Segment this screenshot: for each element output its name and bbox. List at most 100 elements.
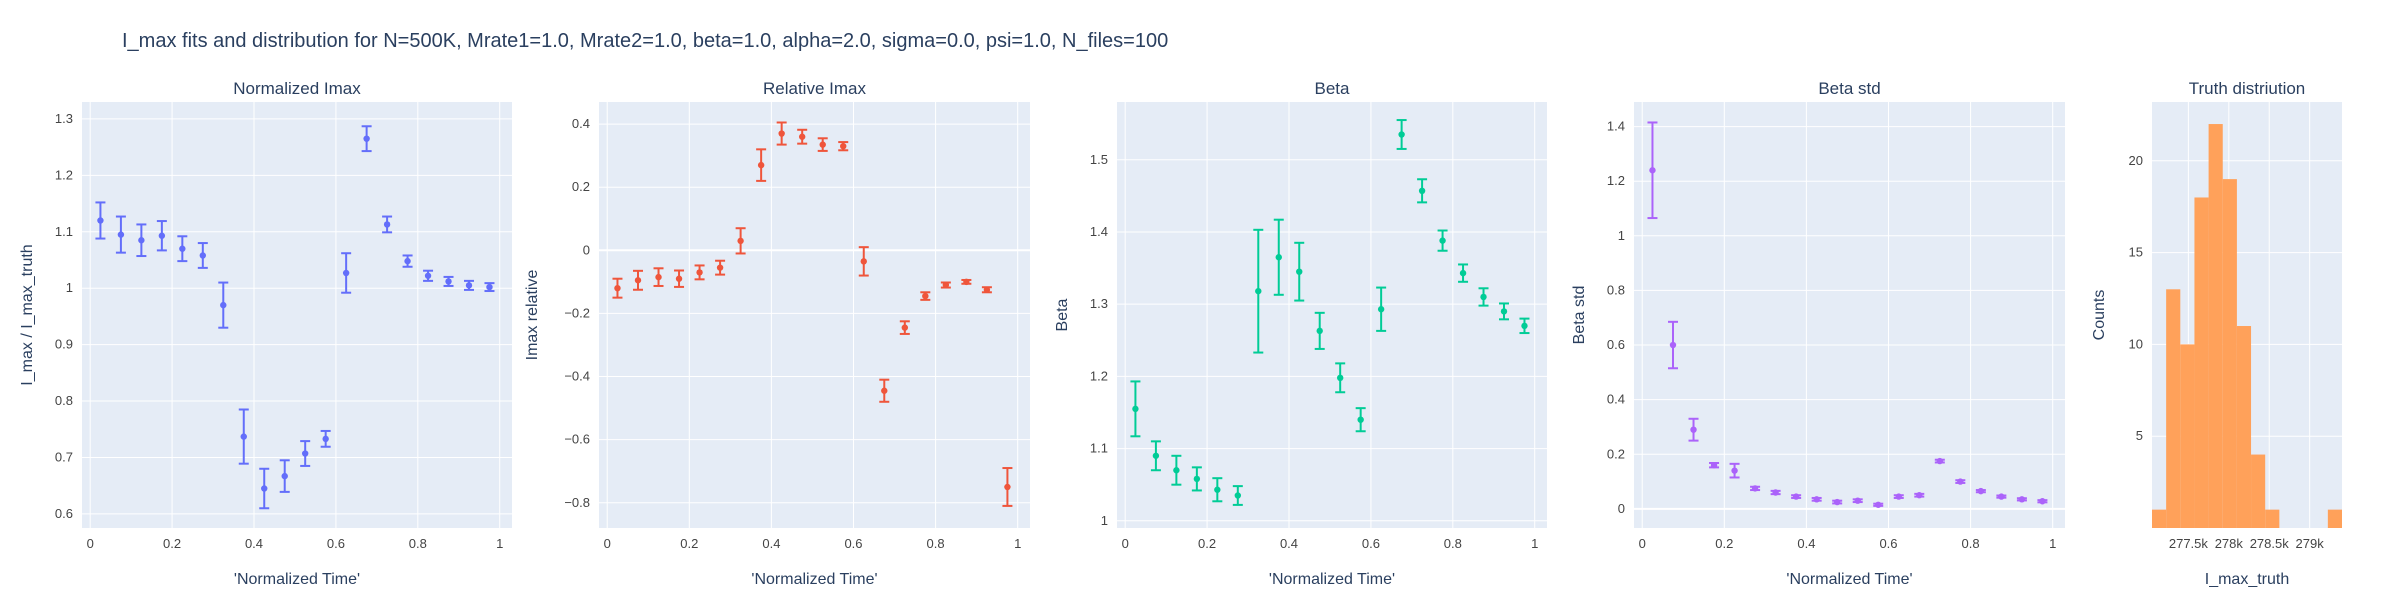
- y-tick-label: 1: [1618, 228, 1625, 243]
- panel-title: Truth distriution: [2189, 79, 2306, 98]
- data-point: [1854, 497, 1861, 504]
- plot-background: [1634, 102, 2065, 528]
- y-tick-label: 10: [2129, 336, 2143, 351]
- data-point: [445, 278, 452, 285]
- x-tick-label: 0: [1122, 536, 1129, 551]
- x-tick-label: 1: [1014, 536, 1021, 551]
- x-tick-label: 0: [87, 536, 94, 551]
- data-point: [424, 272, 432, 279]
- plot-background: [599, 102, 1030, 528]
- y-tick-label: 1.2: [1607, 173, 1625, 188]
- data-point: [301, 450, 309, 457]
- data-point: [1649, 167, 1656, 174]
- x-tick-label: 0.4: [245, 536, 263, 551]
- data-point: [1500, 308, 1508, 315]
- data-point: [1998, 493, 2005, 500]
- y-tick-label: 1.3: [55, 111, 73, 126]
- y-tick-label: 1.2: [55, 167, 73, 182]
- y-tick-label: 0: [1618, 501, 1625, 516]
- x-axis-title: 'Normalized Time': [751, 571, 877, 588]
- y-tick-label: 0.4: [1607, 392, 1625, 407]
- chart-panel-2: 0 0.2 0.4 0.6 0.8 1 −0.8 −0.6 −0.4 −0.2 0 0.2 0.4 Rel…: [524, 79, 1030, 588]
- data-point: [1813, 496, 1820, 503]
- data-point: [942, 281, 950, 289]
- x-tick-label: 0.8: [1962, 536, 1980, 551]
- data-point: [696, 269, 703, 276]
- y-tick-label: 20: [2129, 153, 2143, 168]
- y-tick-label: 0.2: [572, 179, 590, 194]
- x-axis-title: 'Normalized Time': [1269, 571, 1395, 588]
- data-point: [983, 286, 991, 293]
- data-point: [1132, 405, 1139, 413]
- x-tick-label: 278.5k: [2250, 536, 2290, 551]
- chart-panel-4: 0 0.2 0.4 0.6 0.8 1 0 0.2 0.4 0.6 0.8 1 1.2 1.4 Beta s…: [1571, 79, 2065, 588]
- data-point: [383, 221, 391, 228]
- y-tick-label: 0.7: [55, 449, 73, 464]
- y-axis-title: Imax relative: [524, 270, 541, 361]
- x-tick-label: 0.6: [1879, 536, 1897, 551]
- figure-title: I_max fits and distribution for N=500K, …: [122, 30, 1169, 52]
- x-tick-label: 0.6: [844, 536, 862, 551]
- x-tick-label: 0.4: [1797, 536, 1815, 551]
- y-tick-label: 0: [583, 242, 590, 257]
- data-point: [798, 133, 806, 140]
- x-tick-label: 1: [1531, 536, 1538, 551]
- histogram-bar: [2327, 509, 2342, 528]
- chart-panel-1: 0 0.2 0.4 0.6 0.8 1 0.6 0.7 0.8 0.9 1 1.1 1.2 1.3 Norm…: [19, 79, 512, 588]
- data-point: [1521, 322, 1528, 330]
- y-tick-label: 1.1: [55, 224, 73, 239]
- y-tick-label: −0.2: [564, 305, 590, 320]
- data-point: [1336, 374, 1344, 382]
- panel-title: Beta std: [1818, 79, 1880, 98]
- data-point: [1977, 487, 1985, 495]
- data-point: [1936, 457, 1944, 465]
- data-point: [220, 301, 227, 309]
- data-point: [179, 245, 186, 252]
- data-point: [2018, 496, 2026, 503]
- data-point: [1459, 269, 1467, 277]
- y-axis-title: Beta: [1054, 298, 1071, 331]
- y-tick-label: 1.4: [1607, 119, 1625, 134]
- x-tick-label: 0.6: [327, 536, 345, 551]
- y-tick-label: 5: [2136, 428, 2143, 443]
- data-point: [1751, 485, 1759, 492]
- data-point: [158, 232, 166, 239]
- data-point: [901, 324, 909, 331]
- data-point: [240, 433, 247, 440]
- x-tick-label: 278k: [2215, 536, 2244, 551]
- y-axis-title: I_max / I_max_truth: [19, 244, 36, 385]
- data-point: [97, 217, 104, 224]
- data-point: [1875, 501, 1882, 508]
- histogram-bar: [2152, 509, 2167, 528]
- x-tick-label: 0.8: [927, 536, 945, 551]
- y-tick-label: 0.8: [55, 393, 73, 408]
- x-axis-title: 'Normalized Time': [1786, 571, 1912, 588]
- data-point: [1234, 492, 1242, 499]
- data-point: [322, 435, 329, 443]
- x-tick-label: 0.4: [762, 536, 780, 551]
- data-point: [1377, 306, 1385, 313]
- data-point: [1916, 492, 1923, 499]
- y-axis-title: Beta std: [1571, 286, 1588, 345]
- y-tick-label: −0.8: [564, 495, 590, 510]
- data-point: [342, 269, 350, 277]
- data-point: [819, 141, 826, 148]
- data-point: [1173, 467, 1180, 474]
- data-point: [1275, 254, 1282, 261]
- data-point: [675, 275, 683, 282]
- data-point: [655, 273, 662, 281]
- data-point: [1792, 493, 1800, 500]
- x-tick-label: 0.4: [1280, 536, 1298, 551]
- data-point: [1398, 131, 1405, 138]
- data-point: [138, 237, 145, 244]
- data-point: [840, 142, 847, 150]
- x-axis-title: I_max_truth: [2205, 571, 2289, 588]
- plot-background: [82, 102, 512, 528]
- data-point: [1710, 461, 1718, 469]
- x-tick-label: 0.6: [1362, 536, 1380, 551]
- data-point: [1480, 293, 1487, 301]
- x-axis-title: 'Normalized Time': [234, 571, 360, 588]
- x-tick-label: 0.2: [1198, 536, 1216, 551]
- y-tick-label: 1.2: [1090, 368, 1108, 383]
